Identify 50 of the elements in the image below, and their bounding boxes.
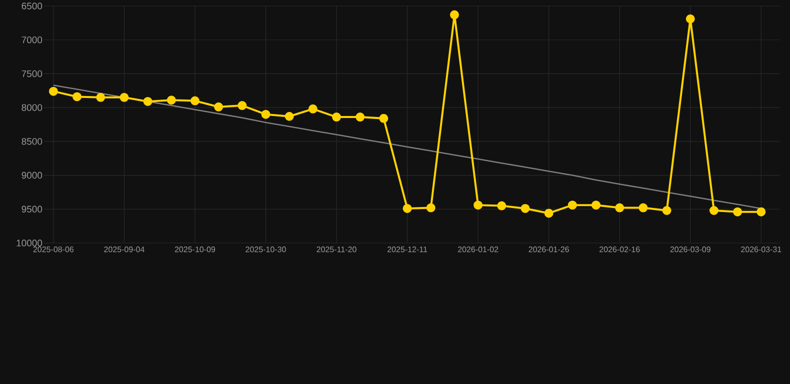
y-tick-label: 6500 <box>22 2 42 10</box>
point <box>592 200 601 210</box>
point <box>48 86 58 96</box>
y-tick-label: 8000 <box>22 104 42 111</box>
x-tick-label: 2025-08-06 <box>33 246 74 252</box>
point <box>238 101 247 110</box>
x-tick-label: 2026-01-26 <box>528 246 569 252</box>
point <box>686 14 695 24</box>
x-tick-label: 2025-10-30 <box>246 246 286 252</box>
point <box>72 92 82 102</box>
point <box>379 114 388 123</box>
point <box>615 203 624 212</box>
x-tick-label: 2025-10-09 <box>174 246 216 252</box>
point <box>544 208 554 218</box>
y-tick-label: 9000 <box>22 172 42 179</box>
point <box>497 201 506 210</box>
point <box>284 112 294 121</box>
point <box>638 203 648 212</box>
point <box>733 207 742 216</box>
point <box>96 92 106 102</box>
point <box>756 207 766 216</box>
point <box>120 92 129 102</box>
point <box>426 203 436 212</box>
y-tick-label: 9500 <box>22 206 42 213</box>
point <box>474 200 483 210</box>
x-tick-label: 2025-11-20 <box>316 246 356 252</box>
point <box>308 104 318 114</box>
point <box>261 110 270 119</box>
point <box>709 206 718 216</box>
x-tick-label: 2025-09-04 <box>104 246 144 252</box>
point <box>190 96 200 106</box>
point <box>568 200 577 210</box>
x-tick-label: 2025-12-11 <box>388 246 428 252</box>
y-tick-label: 7000 <box>22 36 42 44</box>
x-tick-label: 2026-01-02 <box>458 246 498 252</box>
point <box>143 96 152 106</box>
point <box>520 204 530 213</box>
y-tick-label: 10000 <box>16 240 42 246</box>
point <box>662 206 672 216</box>
x-tick-label: 2026-03-31 <box>741 246 782 252</box>
point <box>332 112 342 122</box>
x-tick-label: 2026-02-16 <box>600 246 640 252</box>
y-tick-label: 8500 <box>22 138 42 145</box>
point <box>166 96 176 105</box>
point <box>356 112 365 122</box>
point <box>450 10 459 20</box>
point <box>214 102 224 112</box>
x-tick-label: 2026-03-09 <box>670 246 710 252</box>
y-tick-label: 7500 <box>22 70 42 78</box>
point <box>402 204 412 213</box>
